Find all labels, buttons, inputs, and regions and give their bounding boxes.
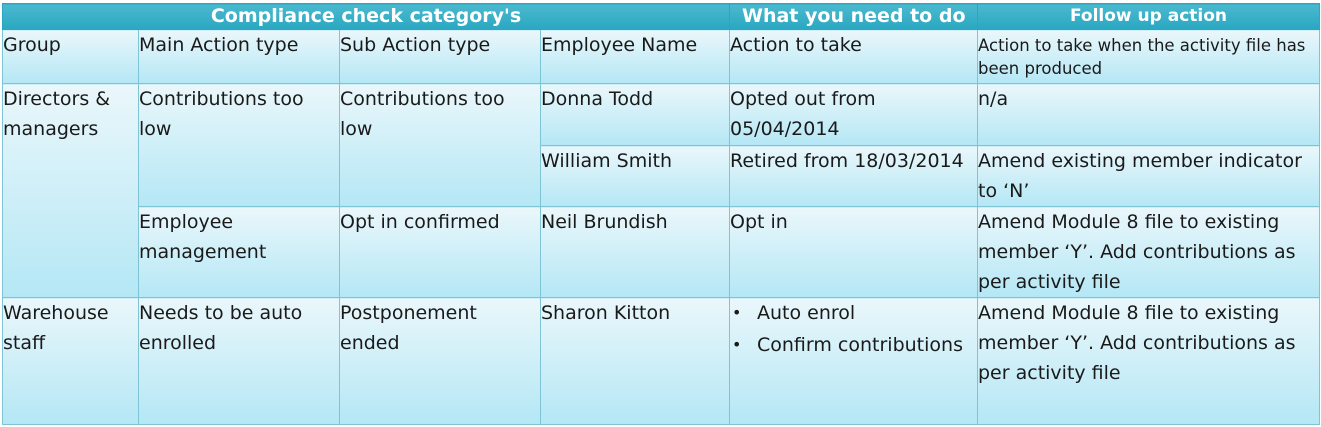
col-label-employee-name: Employee Name bbox=[540, 29, 730, 84]
col-label-group: Group bbox=[2, 29, 139, 84]
main-action-employee-management: Employee management bbox=[138, 206, 340, 298]
employee-name: Neil Brundish bbox=[540, 206, 730, 298]
group-warehouse-staff: Warehouse staff bbox=[2, 297, 139, 425]
table-row: Employee management Opt in confirmed Nei… bbox=[3, 206, 1320, 298]
group-directors-managers: Directors & managers bbox=[2, 83, 139, 298]
action-bullet-list: • Auto enrol • Confirm contributions bbox=[730, 298, 977, 360]
employee-name: Sharon Kitton bbox=[540, 297, 730, 425]
main-action-needs-auto-enrol: Needs to be auto enrolled bbox=[138, 297, 340, 425]
sub-action-opt-in-confirmed: Opt in confirmed bbox=[339, 206, 541, 298]
col-label-follow-up: Action to take when the activity file ha… bbox=[977, 29, 1320, 84]
bullet-icon: • bbox=[732, 303, 742, 322]
action-to-take: Retired from 18/03/2014 bbox=[729, 145, 978, 207]
follow-up-action: Amend Module 8 file to existing member ‘… bbox=[977, 297, 1320, 425]
header-what-you-need-to-do: What you need to do bbox=[729, 3, 978, 30]
employee-name: Donna Todd bbox=[540, 83, 730, 146]
table-row: Warehouse staff Needs to be auto enrolle… bbox=[2, 297, 1320, 425]
list-item: • Confirm contributions bbox=[730, 330, 977, 360]
table-row: William Smith Retired from 18/03/2014 Am… bbox=[3, 145, 1320, 207]
follow-up-action: Amend Module 8 file to existing member ‘… bbox=[977, 206, 1320, 298]
follow-up-action: n/a bbox=[977, 83, 1320, 146]
action-to-take: Opted out from 05/04/2014 bbox=[729, 83, 978, 146]
compliance-table: Compliance check category's What you nee… bbox=[2, 3, 1320, 425]
col-label-action-to-take: Action to take bbox=[729, 29, 978, 84]
header-compliance-category: Compliance check category's bbox=[2, 3, 730, 30]
col-label-sub-action-type: Sub Action type bbox=[339, 29, 541, 84]
table-row: Directors & managers Contributions too l… bbox=[2, 83, 1320, 298]
sub-action-contributions-too-low: Contributions too low bbox=[339, 83, 541, 207]
main-action-contributions-too-low: Contributions too low bbox=[138, 83, 340, 207]
col-label-main-action-type: Main Action type bbox=[138, 29, 340, 84]
header-row: Compliance check category's What you nee… bbox=[2, 3, 1320, 30]
action-to-take: • Auto enrol • Confirm contributions bbox=[729, 297, 978, 425]
action-to-take: Opt in bbox=[729, 206, 978, 298]
employee-name: William Smith bbox=[540, 145, 730, 207]
column-label-row: Group Main Action type Sub Action type E… bbox=[2, 29, 1320, 84]
header-follow-up-action: Follow up action bbox=[977, 3, 1320, 30]
follow-up-action: Amend existing member indicator to ‘N’ bbox=[977, 145, 1320, 207]
list-item: • Auto enrol bbox=[730, 298, 977, 328]
bullet-icon: • bbox=[732, 335, 742, 354]
sub-action-postponement-ended: Postponement ended bbox=[339, 297, 541, 425]
